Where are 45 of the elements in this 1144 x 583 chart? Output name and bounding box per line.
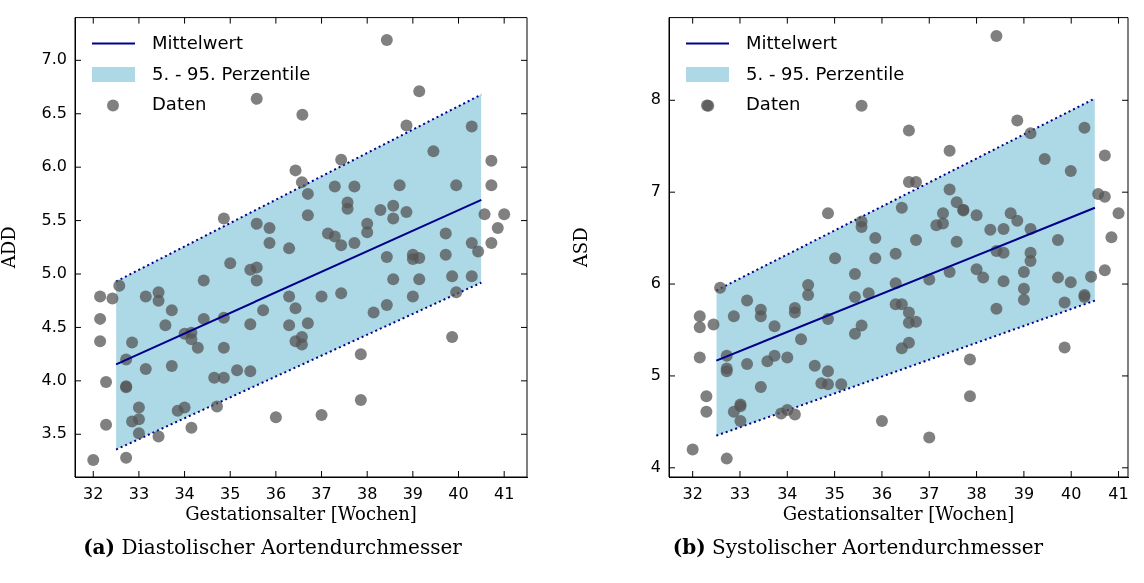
x-tick-label: 34 — [777, 483, 798, 503]
x-tick-label: 32 — [682, 483, 703, 503]
legend-label: Mittelwert — [152, 32, 243, 54]
y-axis-title: ADD — [0, 226, 20, 270]
y-axis-title: ASD — [570, 227, 592, 269]
x-tick-label: 35 — [220, 483, 241, 503]
y-tick-label: 6.5 — [41, 102, 67, 122]
legend-label: Daten — [152, 93, 207, 115]
x-tick-label: 34 — [174, 483, 195, 503]
legend-label: 5. - 95. Perzentile — [152, 62, 311, 84]
y-tick-label: 7.0 — [41, 49, 67, 69]
x-tick-label: 32 — [83, 483, 104, 503]
y-tick-label: 4.5 — [41, 316, 67, 336]
text: (a) Diastolischer Aortendurchmesser — [82, 535, 463, 559]
x-tick-label: 33 — [729, 483, 751, 503]
legend-label: Daten — [746, 93, 801, 115]
x-tick-label: 41 — [1108, 483, 1129, 503]
x-tick-label: 39 — [1013, 483, 1035, 503]
y-tick-label: 3.5 — [41, 423, 67, 443]
y-tick-label: 4 — [650, 456, 661, 476]
text: (b) Systolischer Aortendurchmesser — [671, 535, 1045, 559]
y-tick-label: 6 — [650, 273, 661, 293]
y-tick-label: 5.0 — [41, 263, 67, 283]
y-tick-label: 6.0 — [41, 156, 67, 176]
legend-label: 5. - 95. Perzentile — [746, 62, 905, 84]
x-tick-label: 40 — [448, 483, 469, 503]
x-axis-title: Gestationsalter [Wochen] — [782, 502, 1015, 524]
y-tick-label: 4.0 — [41, 370, 67, 389]
y-tick-label: 7 — [650, 181, 661, 201]
x-axis-title: Gestationsalter [Wochen] — [185, 502, 417, 524]
y-tick-label: 5.5 — [41, 209, 67, 229]
x-tick-label: 37 — [919, 483, 940, 503]
legend-label: Mittelwert — [746, 32, 837, 54]
x-tick-label: 35 — [824, 483, 845, 503]
x-tick-label: 38 — [357, 483, 378, 503]
x-tick-label: 36 — [265, 483, 287, 503]
x-tick-label: 41 — [493, 483, 515, 503]
x-tick-label: 36 — [871, 483, 893, 503]
x-tick-label: 38 — [966, 483, 987, 503]
x-tick-label: 39 — [402, 483, 424, 503]
y-tick-label: 8 — [650, 89, 661, 109]
x-tick-label: 33 — [128, 483, 150, 503]
x-tick-label: 37 — [311, 483, 332, 503]
x-tick-label: 40 — [1061, 483, 1082, 503]
y-tick-label: 5 — [650, 365, 661, 385]
